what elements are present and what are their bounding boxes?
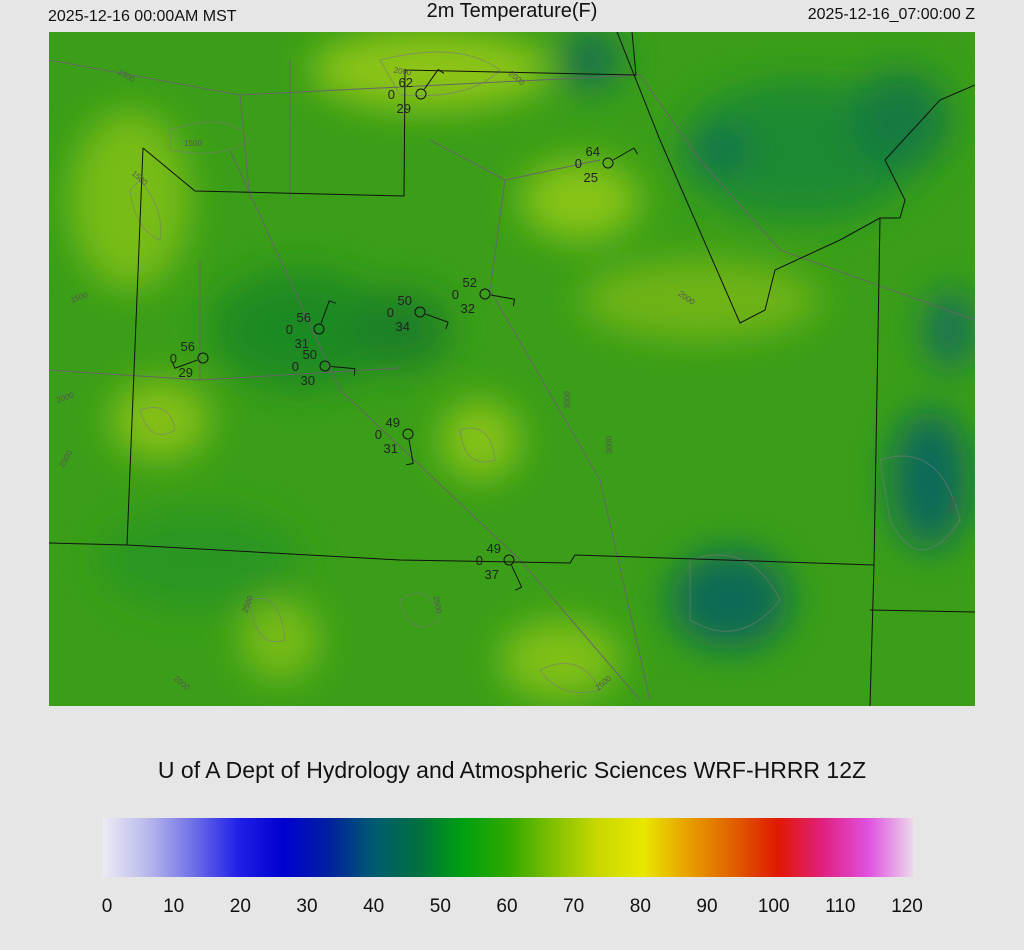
wind-barb	[511, 565, 523, 588]
station: 49 037	[476, 541, 523, 591]
dewpoint: 29	[397, 101, 411, 116]
header-left: 2025-12-16 00:00AM MST	[48, 8, 237, 25]
station-circle	[319, 360, 331, 372]
wind-barb-flag	[329, 300, 337, 304]
colorbar-tick-label: 100	[758, 896, 790, 917]
map: 6202964025520325003456031560295003049031…	[49, 32, 975, 706]
colorbar-tick-label: 50	[430, 896, 451, 917]
colorbar-tick-label: 10	[163, 896, 184, 917]
temperature: 56	[181, 339, 195, 354]
terrain-shading	[70, 32, 975, 700]
colorbar-tick-label: 20	[230, 896, 251, 917]
temperature: 50	[398, 293, 412, 308]
contour-label: 3000	[605, 436, 614, 454]
colorbar-tick-label: 80	[630, 896, 651, 917]
wind-barb	[408, 439, 414, 464]
roads	[49, 59, 975, 701]
colorbar-tick-label: 30	[296, 896, 317, 917]
precip: 0	[286, 322, 293, 337]
precip: 0	[575, 156, 582, 171]
station-plots: 6202964025520325003456031560295003049031…	[170, 69, 638, 591]
temperature: 56	[297, 310, 311, 325]
contour-label: 2500	[431, 595, 443, 615]
precip: 0	[375, 427, 382, 442]
dewpoint: 31	[384, 441, 398, 456]
wind-barb-flag	[437, 69, 445, 74]
station-circle	[602, 157, 614, 169]
temperature: 49	[386, 415, 400, 430]
dewpoint: 37	[485, 567, 499, 582]
wind-barb-flag	[406, 463, 414, 466]
precip: 0	[170, 351, 177, 366]
wind-barb-flag	[445, 322, 449, 330]
colorbar-tick-label: 40	[363, 896, 384, 917]
colorbar-ticks: 0 10 20 30 40 50 60 70 80 90 100 110 120	[102, 896, 923, 917]
precip: 0	[476, 553, 483, 568]
station-circle	[503, 554, 515, 566]
temperature: 49	[487, 541, 501, 556]
wind-barb-flag	[512, 299, 516, 307]
wind-barb	[424, 69, 439, 90]
wind-barb	[612, 147, 635, 161]
dewpoint: 34	[396, 319, 410, 334]
header-right: 2025-12-16_07:00:00 Z	[808, 6, 975, 23]
wind-barb	[330, 366, 355, 370]
wind-barb	[425, 313, 449, 323]
temperature: 62	[399, 75, 413, 90]
precip: 0	[387, 305, 394, 320]
station-circle	[402, 428, 414, 440]
station: 52 032	[452, 275, 516, 316]
wind-barb-flag	[515, 586, 522, 591]
wind-barb-flag	[353, 368, 356, 376]
station-circle	[197, 352, 209, 364]
contour-label: 1500	[184, 139, 202, 148]
wind-barb	[490, 294, 515, 300]
contour-label: 2500	[947, 494, 959, 514]
colorbar-tick-label: 120	[891, 896, 923, 917]
station: 56 031	[286, 300, 337, 351]
temperature: 50	[303, 347, 317, 362]
footer: U of A Dept of Hydrology and Atmospheric…	[158, 757, 866, 783]
station: 62 029	[388, 69, 445, 116]
station: 64 025	[575, 144, 638, 185]
station-circle	[414, 306, 426, 318]
dewpoint: 25	[584, 170, 598, 185]
colorbar-tick-label: 60	[496, 896, 517, 917]
station-circle	[313, 323, 325, 335]
contour-label: 3000	[563, 391, 572, 409]
boundaries	[49, 32, 975, 706]
dewpoint: 30	[301, 373, 315, 388]
dewpoint: 29	[179, 365, 193, 380]
station: 50 030	[292, 347, 356, 388]
temperature: 52	[463, 275, 477, 290]
station: 56 029	[170, 339, 209, 380]
dewpoint: 31	[295, 336, 309, 351]
temperature: 64	[586, 144, 600, 159]
station-circle	[479, 288, 491, 300]
colorbar-tick-label: 110	[825, 896, 855, 917]
station: 49 031	[375, 415, 414, 466]
station: 50 034	[387, 293, 449, 334]
colorbar-tick-label: 70	[563, 896, 584, 917]
wind-barb	[320, 300, 330, 324]
colorbar	[103, 818, 913, 877]
station-circle	[415, 88, 427, 100]
contour-label: 2000	[393, 66, 413, 78]
colorbar-tick-label: 0	[102, 896, 113, 917]
wind-barb-flag	[171, 361, 176, 369]
precip: 0	[452, 287, 459, 302]
header-title: 2m Temperature(F)	[427, 0, 598, 22]
precip: 0	[292, 359, 299, 374]
precip: 0	[388, 87, 395, 102]
wind-barb-flag	[633, 147, 638, 155]
wind-barb	[174, 359, 198, 369]
dewpoint: 32	[461, 301, 475, 316]
contours	[129, 51, 961, 693]
colorbar-tick-label: 90	[696, 896, 717, 917]
